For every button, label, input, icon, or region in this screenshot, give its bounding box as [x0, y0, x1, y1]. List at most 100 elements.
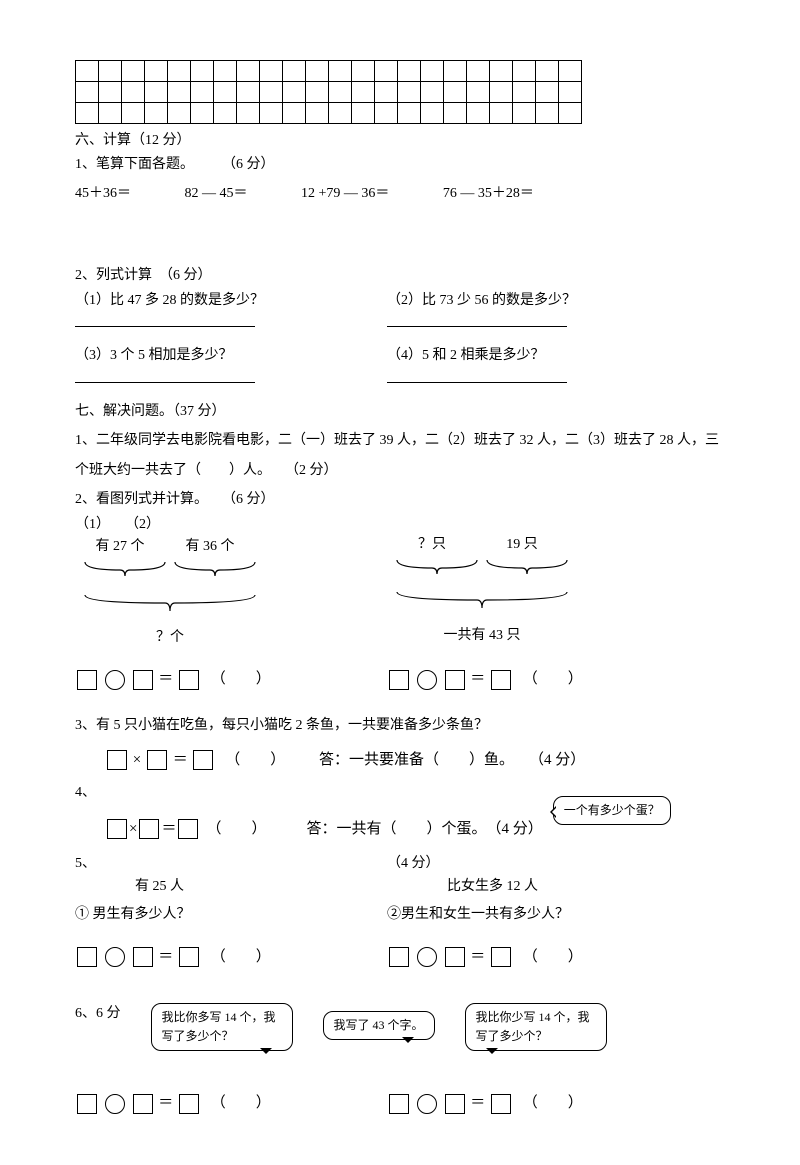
box-icon — [107, 750, 127, 770]
circle-icon — [105, 670, 125, 690]
brace-down-icon — [75, 558, 265, 584]
box-icon — [491, 1094, 511, 1114]
paren-blank: （ ） — [225, 752, 285, 768]
equals-sign: ＝ — [158, 671, 173, 687]
times-sign: × — [133, 752, 141, 768]
box-icon — [147, 750, 167, 770]
paren-blank: （ ） — [523, 671, 583, 687]
box-icon — [445, 947, 465, 967]
q7-3: 3、有 5 只小猫在吃鱼，每只小猫吃 2 条鱼，一共要准备多少条鱼？ — [75, 715, 725, 737]
box-icon — [139, 819, 159, 839]
box-icon — [107, 819, 127, 839]
brace-down-icon — [387, 556, 577, 582]
equals-sign: ＝ — [173, 752, 188, 768]
paren-blank: （ ） — [211, 1095, 271, 1111]
q6-1-title: 1、笔算下面各题。 （6 分） — [75, 154, 725, 176]
brace-down-wide-icon — [387, 590, 577, 616]
calc-3: 12 +79 — 36＝ — [301, 183, 389, 205]
box-icon — [445, 1094, 465, 1114]
q7-2-title: 2、看图列式并计算。 （6 分） — [75, 489, 725, 511]
q7-4-ans: 答：一共有（ ）个蛋。 （4 分） — [307, 817, 543, 841]
q7-3-ans: 答：一共要准备（ ）鱼。 （4 分） — [319, 752, 585, 768]
calc-items: 45＋36＝ 82 — 45＝ 12 +79 — 36＝ 76 — 35＋28＝ — [75, 183, 725, 205]
box-icon — [389, 947, 409, 967]
q7-5-qb: ②男生和女生一共有多少人？ — [387, 904, 725, 926]
box-icon — [445, 670, 465, 690]
equals-sign: ＝ — [158, 949, 173, 965]
brace-label-a: 有 27 个 — [75, 536, 165, 558]
box-icon — [193, 750, 213, 770]
calc-1: 45＋36＝ — [75, 183, 131, 205]
brace-r-a: ？只 — [387, 534, 477, 556]
box-icon — [179, 670, 199, 690]
answer-line — [387, 312, 567, 327]
speech-bubble-left: 我比你多写 14 个，我写了多少个？ — [151, 1003, 293, 1051]
calc-2: 82 — 45＝ — [185, 183, 248, 205]
equation-template: ＝ （ ） — [387, 667, 725, 691]
speech-bubble-mid: 我写了 43 个字。 — [323, 1011, 435, 1040]
section-6-title: 六、计算（12 分） — [75, 130, 725, 152]
equals-sign: ＝ — [470, 1095, 485, 1111]
speech-bubble-right: 我比你少写 14 个，我写了多少个？ — [465, 1003, 607, 1051]
q7-1: 1、二年级同学去电影院看电影，二（一）班去了 39 人，二（2）班去了 32 人… — [75, 426, 725, 488]
q6-2-b: （2）比 73 少 56 的数是多少？ — [387, 290, 725, 312]
box-icon — [77, 670, 97, 690]
brace-r-total: 一共有 43 只 — [387, 625, 577, 647]
box-icon — [491, 947, 511, 967]
speech-bubble: 一个有多少个蛋？ — [553, 796, 671, 825]
equation-template: ＝ （ ） — [387, 945, 725, 969]
box-icon — [77, 1094, 97, 1114]
q6-2-title: 2、列式计算 （6 分） — [75, 265, 725, 287]
q6-2-d: （4）5 和 2 相乘是多少？ — [387, 345, 725, 367]
box-icon — [133, 947, 153, 967]
tag-1: （1） — [75, 514, 125, 536]
section-7-title: 七、解决问题。（37 分） — [75, 401, 725, 423]
q7-6-label: 6、6 分 — [75, 1003, 121, 1025]
brace-r-b: 19 只 — [477, 534, 567, 556]
q7-5-qa: ① 男生有多少人？ — [75, 904, 387, 926]
q6-2-c: （3）3 个 5 相加是多少？ — [75, 345, 387, 367]
box-icon — [491, 670, 511, 690]
equation-mult: × ＝ （ ） 答：一共要准备（ ）鱼。 （4 分） — [105, 748, 725, 772]
box-icon — [389, 670, 409, 690]
equals-sign: ＝ — [470, 949, 485, 965]
brace-label-b: 有 36 个 — [165, 536, 255, 558]
q7-5-a: 有 25 人 — [75, 876, 447, 898]
tag-2: （2） — [125, 514, 245, 536]
circle-icon — [417, 1094, 437, 1114]
box-icon — [133, 1094, 153, 1114]
paren-blank: （ ） — [211, 671, 271, 687]
writing-grid — [75, 60, 582, 124]
box-icon — [77, 947, 97, 967]
brace-down-wide-icon — [75, 593, 265, 619]
q6-2-a: （1）比 47 多 28 的数是多少？ — [75, 290, 387, 312]
calc-4: 76 — 35＋28＝ — [443, 183, 534, 205]
answer-line — [387, 368, 567, 383]
q7-5-pts: （4 分） — [387, 853, 725, 875]
equation-template: ＝ （ ） — [75, 667, 387, 691]
paren-blank: （ ） — [523, 949, 583, 965]
equals-sign: ＝ — [161, 817, 176, 841]
brace-q: ？个 — [75, 627, 265, 649]
box-icon — [179, 1094, 199, 1114]
equation-template: ＝ （ ） — [387, 1091, 725, 1115]
circle-icon — [105, 947, 125, 967]
equals-sign: ＝ — [470, 671, 485, 687]
paren-blank: （ ） — [206, 817, 266, 841]
times-sign: × — [129, 817, 137, 841]
q7-5-b: 比女生多 12 人 — [447, 876, 725, 898]
circle-icon — [417, 947, 437, 967]
box-icon — [389, 1094, 409, 1114]
equation-mult: × ＝ （ ） 答：一共有（ ）个蛋。 （4 分） 一个有多少个蛋？ — [105, 814, 725, 843]
equation-template: ＝ （ ） — [75, 1091, 387, 1115]
equals-sign: ＝ — [158, 1095, 173, 1111]
box-icon — [179, 947, 199, 967]
box-icon — [133, 670, 153, 690]
answer-line — [75, 368, 255, 383]
circle-icon — [417, 670, 437, 690]
circle-icon — [105, 1094, 125, 1114]
paren-blank: （ ） — [523, 1095, 583, 1111]
box-icon — [178, 819, 198, 839]
answer-line — [75, 312, 255, 327]
q7-5-label: 5、 — [75, 853, 387, 875]
